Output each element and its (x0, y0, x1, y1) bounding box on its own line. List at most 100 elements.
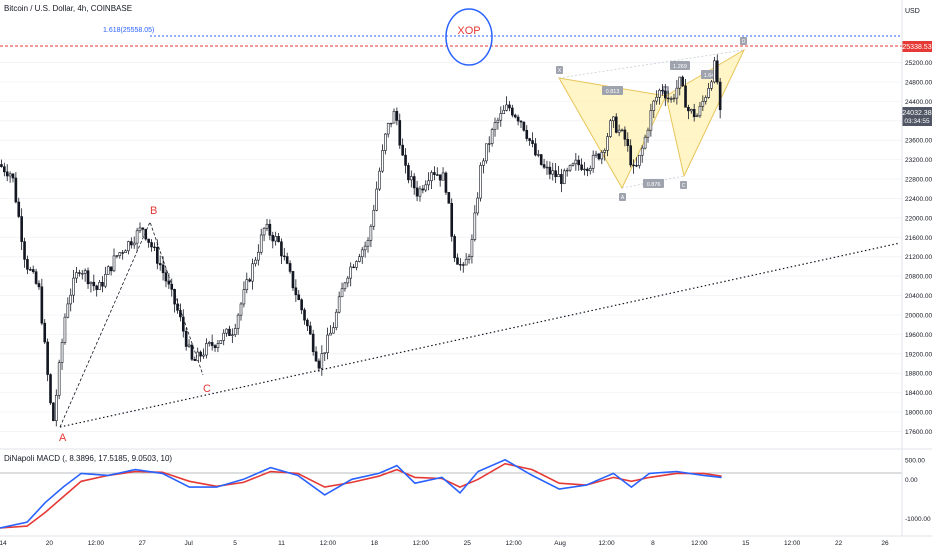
candle-body (678, 76, 682, 89)
candle-body (265, 223, 269, 229)
candle-body (574, 159, 578, 165)
candle-body (620, 129, 624, 132)
macd-indicator-title[interactable]: DiNapoli MACD (, 8.3896, 17.5185, 9.0503… (4, 454, 173, 463)
label-a: A (59, 432, 67, 444)
candle-body (216, 343, 220, 348)
harmonic-pattern[interactable]: X A B C D 0.813 0.876 1.269 1.64 (556, 37, 747, 201)
candle-body (424, 184, 428, 191)
time-tick-label: 20 (46, 540, 54, 547)
candle-body (664, 90, 667, 99)
candle-body (297, 294, 301, 301)
price-axis[interactable]: 17600.00 18000.00 18400.00 18800.00 19200.00… (905, 41, 932, 436)
candle-body (537, 154, 540, 156)
ratio-badge-xd (670, 61, 690, 70)
candle-body (565, 169, 569, 172)
candle-body (320, 353, 324, 369)
candle-body (557, 174, 560, 178)
candle-body (314, 351, 318, 362)
macd-tick-label: 0.00 (905, 477, 918, 484)
candle-body (502, 110, 505, 114)
time-tick-label: 27 (139, 540, 147, 547)
price-tick-label: 22400.00 (905, 196, 932, 203)
macd-fast-line[interactable] (0, 458, 722, 529)
candle-body (632, 164, 635, 167)
candle-body (580, 164, 583, 170)
ratio-badge-ac (643, 179, 664, 188)
time-axis[interactable]: 14 20 12:00 27 Jul 5 11 12:00 18 12:00 25 12:00 Aug 1… (0, 540, 889, 547)
point-d-badge (740, 37, 747, 45)
macd-tick-label: 500.00 (905, 457, 925, 464)
candle-body (519, 120, 523, 123)
candle-body (470, 239, 474, 258)
price-tick-label: 22800.00 (905, 177, 932, 184)
candle-body (545, 166, 549, 169)
candle-body (300, 299, 303, 311)
candle-body (170, 283, 174, 290)
abc-pattern-line[interactable] (59, 220, 204, 428)
candle-body (435, 174, 439, 176)
candle-body (505, 104, 508, 111)
candle-body (54, 395, 58, 422)
candle-body (404, 154, 407, 166)
candle-body (626, 139, 630, 147)
candle-body (135, 230, 139, 244)
candle-body (130, 241, 133, 246)
candle-body (332, 327, 335, 334)
candle-body (57, 362, 61, 396)
candle-body (369, 225, 373, 241)
candle-body (525, 130, 529, 139)
candle-body (698, 105, 702, 117)
candle-body (583, 168, 586, 171)
candle-body (127, 241, 130, 252)
candle-body (609, 120, 612, 137)
candle-body (63, 316, 67, 343)
point-c-badge (680, 181, 687, 189)
price-tick-label: 21600.00 (905, 235, 932, 242)
time-tick-label: 5 (233, 540, 237, 547)
time-tick-label: 12:00 (88, 540, 105, 547)
candle-body (646, 129, 650, 138)
candle-body (378, 170, 381, 190)
candle-body (40, 286, 44, 324)
candle-body (638, 154, 641, 166)
price-tick-label: 19200.00 (905, 351, 932, 358)
candle-body (554, 170, 557, 178)
candle-body (280, 241, 283, 257)
candle-body (173, 289, 176, 305)
candle-body (334, 311, 338, 328)
candle-body (513, 114, 517, 118)
candle-body (689, 109, 693, 112)
time-tick-label: 12:00 (598, 540, 615, 547)
macd-axis[interactable]: 500.00 0.00 -1000.00 (905, 457, 931, 523)
candle-body (418, 188, 422, 197)
symbol-title[interactable]: Bitcoin / U.S. Dollar, 4h, COINBASE (4, 4, 133, 13)
candle-body (31, 269, 35, 273)
candle-body (155, 247, 159, 264)
candlestick-series[interactable] (0, 54, 722, 427)
candle-body (476, 197, 480, 214)
price-tick-label: 22000.00 (905, 215, 932, 222)
candle-body (375, 188, 378, 211)
price-tick-label: 19600.00 (905, 332, 932, 339)
fib-extension-label: 1.618(25558.05) (103, 27, 154, 34)
candle-body (199, 351, 202, 357)
ascending-trendline[interactable] (59, 242, 901, 428)
time-tick-label: Aug (554, 540, 566, 547)
candle-body (560, 174, 563, 184)
ratio-xd: 1.269 (673, 64, 687, 70)
candle-body (623, 129, 627, 140)
candle-body (106, 266, 110, 275)
xop-circle[interactable] (445, 8, 493, 66)
candle-body (262, 227, 266, 236)
point-d-label: D (742, 39, 746, 45)
candle-body (386, 123, 390, 135)
candle-body (317, 360, 321, 369)
candle-body (323, 352, 327, 354)
candle-body (242, 289, 246, 305)
candle-body (46, 341, 49, 375)
candle-body (225, 328, 228, 334)
time-tick-label: 22 (835, 540, 843, 547)
candle-body (23, 241, 26, 260)
candle-body (704, 97, 708, 102)
